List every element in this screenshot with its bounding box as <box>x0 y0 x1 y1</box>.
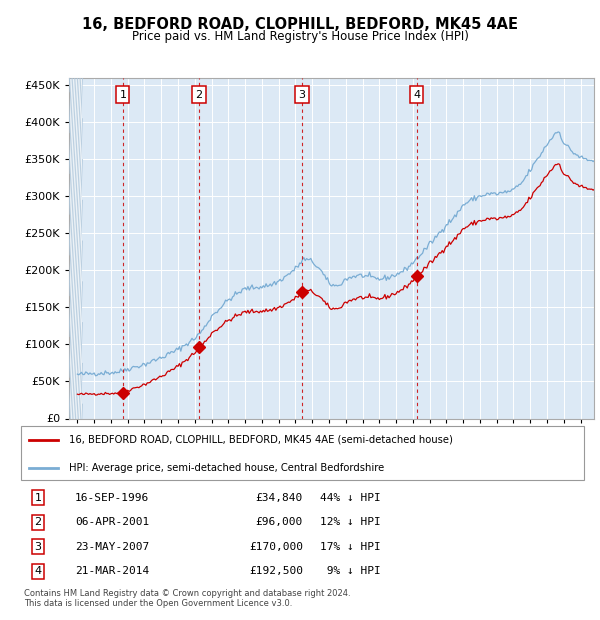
Text: £170,000: £170,000 <box>249 542 303 552</box>
16, BEDFORD ROAD, CLOPHILL, BEDFORD, MK45 4AE (semi-detached house) <box>554 160 562 167</box>
HPI: Average price, semi-detached house, Central Bedfordshire: (1.99e+03, 5.99e+04): Average price, semi-detached house, Cent… <box>74 370 81 378</box>
HPI: Average price, semi-detached house, Central Bedfordshire: (2.02e+03, 3.47e+05): Average price, semi-detached house, Cent… <box>590 158 597 166</box>
Text: 4: 4 <box>413 89 420 100</box>
16, BEDFORD ROAD, CLOPHILL, BEDFORD, MK45 4AE (semi-detached house) <box>100 391 107 398</box>
16, BEDFORD ROAD, CLOPHILL, BEDFORD, MK45 4AE (semi-detached house) <box>92 391 99 399</box>
HPI: Average price, semi-detached house, Central Bedfordshire: (2e+03, 5.76e+04): Average price, semi-detached house, Cent… <box>92 372 99 379</box>
HPI: Average price, semi-detached house, Central Bedfordshire: (2e+03, 8.26e+04): Average price, semi-detached house, Cent… <box>162 353 169 361</box>
Text: 1: 1 <box>119 89 127 100</box>
Text: 23-MAY-2007: 23-MAY-2007 <box>75 542 149 552</box>
16, BEDFORD ROAD, CLOPHILL, BEDFORD, MK45 4AE (semi-detached house) <box>74 391 81 398</box>
Bar <box>69 78 82 418</box>
Text: 16, BEDFORD ROAD, CLOPHILL, BEDFORD, MK45 4AE: 16, BEDFORD ROAD, CLOPHILL, BEDFORD, MK4… <box>82 17 518 32</box>
16, BEDFORD ROAD, CLOPHILL, BEDFORD, MK45 4AE (semi-detached house) <box>590 187 597 194</box>
16, BEDFORD ROAD, CLOPHILL, BEDFORD, MK45 4AE (semi-detached house) <box>159 372 166 379</box>
Text: 4: 4 <box>34 567 41 577</box>
Text: 2: 2 <box>196 89 203 100</box>
16, BEDFORD ROAD, CLOPHILL, BEDFORD, MK45 4AE (semi-detached house) <box>215 325 222 332</box>
16, BEDFORD ROAD, CLOPHILL, BEDFORD, MK45 4AE (semi-detached house) <box>162 371 169 379</box>
Text: Price paid vs. HM Land Registry's House Price Index (HPI): Price paid vs. HM Land Registry's House … <box>131 30 469 43</box>
Text: 9% ↓ HPI: 9% ↓ HPI <box>320 567 381 577</box>
Text: Contains HM Land Registry data © Crown copyright and database right 2024.
This d: Contains HM Land Registry data © Crown c… <box>24 589 350 608</box>
Text: £96,000: £96,000 <box>256 517 303 528</box>
Text: 12% ↓ HPI: 12% ↓ HPI <box>320 517 381 528</box>
HPI: Average price, semi-detached house, Central Bedfordshire: (2e+03, 5.9e+04): Average price, semi-detached house, Cent… <box>100 371 107 378</box>
Text: HPI: Average price, semi-detached house, Central Bedfordshire: HPI: Average price, semi-detached house,… <box>70 463 385 472</box>
Text: 16, BEDFORD ROAD, CLOPHILL, BEDFORD, MK45 4AE (semi-detached house): 16, BEDFORD ROAD, CLOPHILL, BEDFORD, MK4… <box>70 435 453 445</box>
Text: 2: 2 <box>34 517 41 528</box>
FancyBboxPatch shape <box>21 426 584 480</box>
Text: 1: 1 <box>34 493 41 503</box>
Text: 21-MAR-2014: 21-MAR-2014 <box>75 567 149 577</box>
16, BEDFORD ROAD, CLOPHILL, BEDFORD, MK45 4AE (semi-detached house) <box>549 166 556 173</box>
Text: 16-SEP-1996: 16-SEP-1996 <box>75 493 149 503</box>
Text: 44% ↓ HPI: 44% ↓ HPI <box>320 493 381 503</box>
Line: 16, BEDFORD ROAD, CLOPHILL, BEDFORD, MK45 4AE (semi-detached house): 16, BEDFORD ROAD, CLOPHILL, BEDFORD, MK4… <box>77 164 598 395</box>
HPI: Average price, semi-detached house, Central Bedfordshire: (2e+03, 8.26e+04): Average price, semi-detached house, Cent… <box>159 353 166 361</box>
Text: 3: 3 <box>34 542 41 552</box>
Text: £34,840: £34,840 <box>256 493 303 503</box>
Text: 3: 3 <box>298 89 305 100</box>
HPI: Average price, semi-detached house, Central Bedfordshire: (2.02e+03, 3.51e+05): Average price, semi-detached house, Cent… <box>594 155 600 162</box>
Text: 06-APR-2001: 06-APR-2001 <box>75 517 149 528</box>
16, BEDFORD ROAD, CLOPHILL, BEDFORD, MK45 4AE (semi-detached house) <box>594 184 600 191</box>
HPI: Average price, semi-detached house, Central Bedfordshire: (2.02e+03, 3.87e+05): Average price, semi-detached house, Cent… <box>554 128 562 136</box>
Text: 17% ↓ HPI: 17% ↓ HPI <box>320 542 381 552</box>
Line: HPI: Average price, semi-detached house, Central Bedfordshire: HPI: Average price, semi-detached house,… <box>77 132 598 376</box>
Text: £192,500: £192,500 <box>249 567 303 577</box>
HPI: Average price, semi-detached house, Central Bedfordshire: (2e+03, 1.46e+05): Average price, semi-detached house, Cent… <box>215 306 222 314</box>
HPI: Average price, semi-detached house, Central Bedfordshire: (2.02e+03, 3.79e+05): Average price, semi-detached house, Cent… <box>549 134 556 141</box>
